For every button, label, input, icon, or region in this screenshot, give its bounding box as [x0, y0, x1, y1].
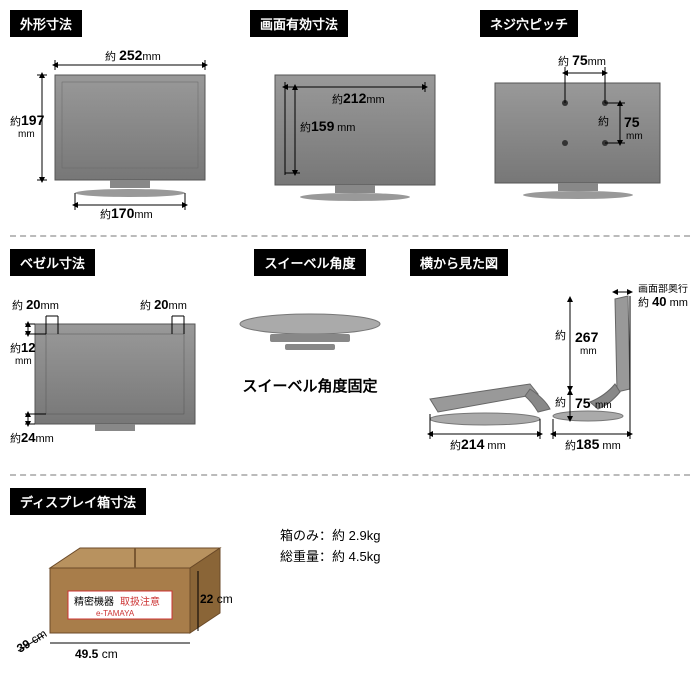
diagram-side: 約 267 mm 約 75 mm 約214 mm 約185 mm 画面部奥行 約… [410, 284, 690, 459]
title-bezel: ベゼル寸法 [10, 249, 95, 276]
title-side: 横から見た図 [410, 249, 508, 276]
svg-text:75: 75 [624, 114, 640, 130]
svg-text:約170mm: 約170mm [100, 205, 153, 220]
title-box: ディスプレイ箱寸法 [10, 488, 146, 515]
svg-text:約 20mm: 約 20mm [140, 297, 187, 312]
total-label: 総重量： [280, 549, 332, 564]
title-outer: 外形寸法 [10, 10, 82, 37]
row-1: 外形寸法 約 252mm 約197 mm 約170mm [10, 10, 690, 223]
svg-text:約: 約 [555, 328, 566, 342]
svg-text:約 20mm: 約 20mm [12, 297, 59, 312]
svg-text:約 252mm: 約 252mm [105, 47, 161, 63]
panel-swivel: スイーベル角度 スイーベル角度固定 [230, 249, 390, 462]
diagram-box: 精密機器 取扱注意 e-TAMAYA 49.5 cm 22 cm 39 cm [10, 523, 260, 673]
svg-text:約197: 約197 [10, 112, 45, 128]
svg-text:取扱注意: 取扱注意 [120, 595, 160, 608]
panel-box: ディスプレイ箱寸法 精密機器 取扱注意 e-TAMAYA 49.5 cm 22 … [10, 488, 260, 676]
svg-text:e-TAMAYA: e-TAMAYA [96, 609, 135, 618]
panel-bezel: ベゼル寸法 約 20mm 約 20mm 約12 mm 約24mm [10, 249, 210, 462]
svg-text:約214 mm: 約214 mm [450, 436, 506, 452]
svg-text:mm: mm [15, 356, 32, 367]
weight-info: 箱のみ：約 2.9kg 総重量：約 4.5kg [280, 488, 690, 676]
svg-text:約: 約 [598, 114, 609, 128]
panel-vesa: ネジ穴ピッチ 約 75mm 約 75 mm [480, 10, 690, 223]
title-swivel: スイーベル角度 [254, 249, 365, 276]
svg-text:mm: mm [580, 346, 597, 357]
panel-screen: 画面有効寸法 約212mm 約159 mm [250, 10, 460, 223]
svg-text:約 75mm: 約 75mm [558, 52, 606, 68]
svg-text:39 cm: 39 cm [14, 626, 49, 655]
svg-text:mm: mm [18, 129, 35, 140]
title-vesa: ネジ穴ピッチ [480, 10, 578, 37]
diagram-bezel: 約 20mm 約 20mm 約12 mm 約24mm [10, 284, 210, 449]
swivel-text: スイーベル角度固定 [230, 375, 390, 396]
box-only-label: 箱のみ： [280, 528, 332, 543]
svg-text:約: 約 [555, 395, 566, 409]
svg-text:精密機器: 精密機器 [74, 595, 114, 608]
svg-text:267: 267 [575, 329, 599, 345]
svg-text:49.5 cm: 49.5 cm [75, 647, 118, 661]
diagram-outer: 約 252mm 約197 mm 約170mm [10, 45, 230, 220]
diagram-vesa: 約 75mm 約 75 mm [480, 45, 680, 220]
box-only-value: 約 2.9kg [332, 528, 380, 543]
row-2: ベゼル寸法 約 20mm 約 20mm 約12 mm 約24mm [10, 249, 690, 462]
diagram-swivel [230, 284, 390, 364]
title-screen: 画面有効寸法 [250, 10, 348, 37]
total-value: 約 4.5kg [332, 549, 380, 564]
svg-text:約 40 mm: 約 40 mm [638, 294, 688, 309]
divider-1 [10, 235, 690, 237]
svg-text:約12: 約12 [10, 340, 35, 355]
svg-text:mm: mm [595, 400, 612, 411]
divider-2 [10, 474, 690, 476]
svg-text:22 cm: 22 cm [200, 592, 233, 606]
svg-text:75: 75 [575, 395, 591, 411]
row-3: ディスプレイ箱寸法 精密機器 取扱注意 e-TAMAYA 49.5 cm 22 … [10, 488, 690, 676]
svg-text:約185 mm: 約185 mm [565, 436, 621, 452]
panel-outer: 外形寸法 約 252mm 約197 mm 約170mm [10, 10, 230, 223]
diagram-screen: 約212mm 約159 mm [250, 45, 460, 220]
panel-side: 横から見た図 約 267 mm 約 75 mm 約214 mm [410, 249, 690, 462]
svg-text:約24mm: 約24mm [10, 430, 54, 445]
svg-text:mm: mm [626, 131, 643, 142]
